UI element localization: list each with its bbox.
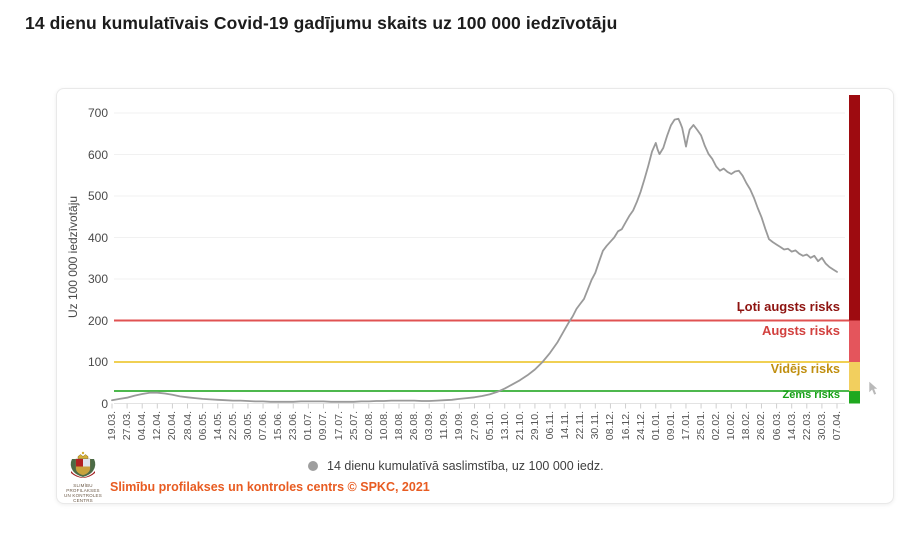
chart-card xyxy=(56,88,894,504)
risk-label: Vidējs risks xyxy=(770,362,840,377)
x-axis-label: 25.07. xyxy=(347,411,360,441)
x-axis-label: 26.08. xyxy=(408,411,421,441)
x-axis-label: 30.11. xyxy=(589,411,602,440)
risk-band xyxy=(849,320,860,362)
x-axis-label: 05.10. xyxy=(483,411,496,441)
x-axis-label: 30.05. xyxy=(241,411,254,441)
logo-caption-line2: UN KONTROLES CENTRS xyxy=(64,493,102,503)
x-axis-label: 12.04. xyxy=(151,411,164,441)
x-axis-label: 15.06. xyxy=(272,411,285,441)
risk-band xyxy=(849,95,860,321)
x-axis-label: 18.08. xyxy=(392,411,405,441)
y-axis-tick-label: 100 xyxy=(87,355,108,369)
x-axis-label: 14.05. xyxy=(211,411,224,441)
y-axis-tick-label: 700 xyxy=(87,106,108,120)
x-axis-label: 13.10. xyxy=(498,411,511,441)
x-axis-label: 29.10. xyxy=(528,411,541,441)
x-axis-label: 22.11. xyxy=(574,411,587,440)
spkc-logo: SLIMĪBU PROFILAKSES UN KONTROLES CENTRS xyxy=(58,451,108,503)
mouse-cursor-icon xyxy=(868,380,879,396)
x-axis-label: 26.02. xyxy=(755,411,768,441)
y-axis-tick-label: 300 xyxy=(87,272,108,286)
x-axis-label: 17.01. xyxy=(679,411,692,441)
x-axis-label: 23.06. xyxy=(287,411,300,441)
y-axis-tick-label: 400 xyxy=(87,230,108,245)
x-axis-label: 27.09. xyxy=(468,411,481,441)
x-axis-label: 02.08. xyxy=(362,411,375,441)
x-axis-label: 01.01. xyxy=(649,411,662,441)
x-axis-label: 30.03. xyxy=(815,411,828,441)
y-axis-title: Uz 100 000 iedzīvotāju xyxy=(66,195,80,319)
x-axis-label: 22.03. xyxy=(800,411,813,441)
x-axis-label: 17.07. xyxy=(332,411,345,441)
x-axis-label: 06.03. xyxy=(770,411,783,441)
coat-of-arms-icon xyxy=(70,451,96,478)
risk-band xyxy=(849,362,860,392)
legend-marker-icon xyxy=(308,461,318,471)
legend: 14 dienu kumulatīvā saslimstība, uz 100 … xyxy=(308,459,604,473)
x-axis-label: 22.05. xyxy=(226,411,239,441)
x-axis-label: 16.12. xyxy=(619,411,632,441)
x-axis-label: 02.02. xyxy=(710,411,723,441)
source-text: Slimību profilakses un kontroles centrs … xyxy=(110,480,430,494)
y-axis-tick-label: 600 xyxy=(87,147,108,162)
risk-label: Zems risks xyxy=(782,389,840,402)
x-axis-label: 07.04. xyxy=(831,411,843,441)
x-axis-label: 18.02. xyxy=(740,411,753,441)
x-axis-label: 06.11. xyxy=(544,411,557,440)
x-axis-label: 06.05. xyxy=(196,411,209,441)
x-axis-label: 24.12. xyxy=(634,411,647,441)
x-axis-label: 07.06. xyxy=(257,411,270,441)
x-axis-label: 10.02. xyxy=(725,411,738,441)
y-axis-tick-label: 500 xyxy=(87,189,108,203)
legend-label: 14 dienu kumulatīvā saslimstība, uz 100 … xyxy=(327,459,604,473)
logo-caption-line1: SLIMĪBU PROFILAKSES xyxy=(66,483,100,493)
x-axis-label: 27.03. xyxy=(121,411,134,441)
x-axis-label: 09.07. xyxy=(317,411,330,441)
x-axis-label: 10.08. xyxy=(377,411,390,441)
y-axis-tick-label: 200 xyxy=(87,313,108,328)
x-axis-label: 11.09. xyxy=(438,411,451,440)
x-axis-label: 25.01. xyxy=(695,411,708,441)
y-axis-tick-label: 0 xyxy=(101,396,108,411)
x-axis-label: 28.04. xyxy=(181,411,194,441)
x-axis-label: 01.07. xyxy=(302,411,315,441)
x-axis-label: 19.09. xyxy=(453,411,466,441)
covid-curve xyxy=(111,117,838,403)
x-axis-label: 09.01. xyxy=(664,411,677,441)
x-axis-label: 19.03. xyxy=(106,411,118,441)
x-axis-label: 08.12. xyxy=(604,411,617,441)
x-axis-label: 21.10. xyxy=(513,411,526,441)
risk-label: Ļoti augsts risks xyxy=(736,298,840,314)
x-axis-label: 20.04. xyxy=(166,411,179,441)
risk-band xyxy=(849,391,860,404)
x-axis-label: 14.03. xyxy=(785,411,798,441)
risk-label: Augsts risks xyxy=(761,323,840,339)
x-axis-label: 14.11. xyxy=(559,411,572,440)
x-axis-label: 03.09. xyxy=(423,411,436,441)
x-axis-label: 04.04. xyxy=(136,411,149,441)
page-title: 14 dienu kumulatīvais Covid-19 gadījumu … xyxy=(25,13,618,33)
